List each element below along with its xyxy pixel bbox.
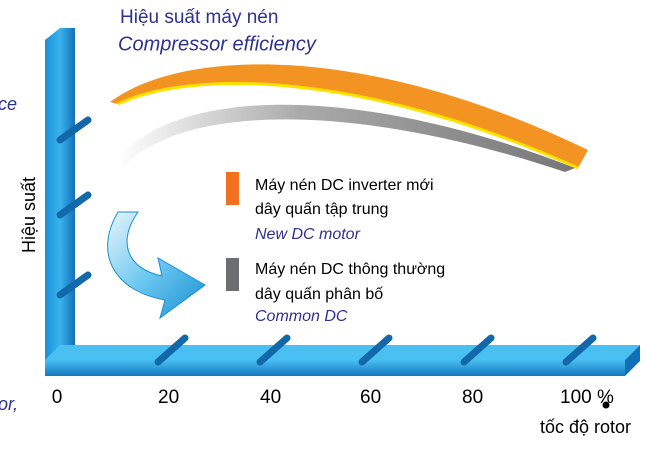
- title-vi: Hiệu suất máy nén: [120, 7, 278, 28]
- legend-text: dây quấn tập trung: [255, 201, 388, 218]
- x-tick-label: 60: [360, 387, 381, 408]
- legend-text: dây quấn phân bố: [255, 286, 383, 303]
- title-en: Compressor efficiency: [118, 33, 317, 55]
- arrow: [108, 212, 205, 318]
- legend-text: Common DC: [255, 308, 348, 325]
- fragment: ce: [0, 94, 17, 114]
- legend-text: Máy nén DC thông thường: [255, 261, 445, 278]
- legend-text: Máy nén DC inverter mới: [255, 177, 434, 194]
- fragment: or,: [0, 394, 18, 414]
- x-tick-label: 0: [52, 387, 63, 408]
- x-tick-label: 80: [462, 387, 483, 408]
- legend-text: New DC motor: [255, 226, 361, 243]
- x-tick-label: 40: [260, 387, 281, 408]
- y-axis-label: Hiệu suất: [19, 177, 39, 253]
- x-tick-label: 100 %: [560, 387, 614, 408]
- diagram: Hiệu suất máy nén Compressor efficiency …: [0, 0, 646, 445]
- legend-swatch: [226, 172, 239, 205]
- x-axis-label: tốc độ rotor: [540, 417, 631, 437]
- x-tick-label: 20: [158, 387, 179, 408]
- legend-swatch: [226, 258, 239, 291]
- x-ticks: 0 20 40 60 80 100 %: [52, 387, 614, 408]
